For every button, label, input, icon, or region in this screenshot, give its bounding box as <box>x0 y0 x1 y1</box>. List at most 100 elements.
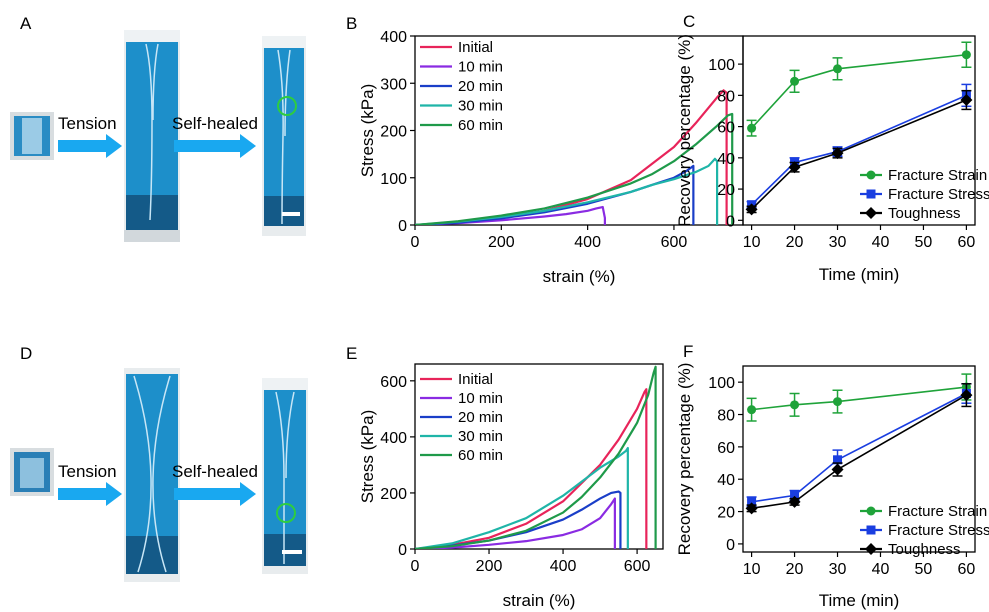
y-tick-label: 100 <box>380 171 407 188</box>
data-point <box>960 94 973 107</box>
data-point <box>961 50 971 60</box>
legend: Initial 10 min 20 min 30 min 60 min <box>420 371 503 464</box>
photo-d-healed <box>262 378 308 574</box>
legend-marker <box>865 543 877 555</box>
series-line <box>415 112 734 225</box>
panel-letter-d: D <box>20 344 33 363</box>
legend-label: Fracture Stress <box>888 186 989 203</box>
x-axis-label: Time (min) <box>819 265 900 284</box>
chart-c: 10 20 30 40 50 60 0 20 40 60 80 100 Time (min) Recove… <box>675 34 989 284</box>
data-point <box>788 495 801 508</box>
arrow-selfhealed-d <box>174 482 256 506</box>
legend-label: Initial <box>458 371 493 388</box>
panel-letter-e: E <box>346 344 358 363</box>
x-tick-label: 40 <box>872 561 890 578</box>
legend-label: 20 min <box>458 409 503 426</box>
y-axis-label: Stress (kPa) <box>358 410 377 504</box>
data-point <box>960 389 973 402</box>
photo-a-healed <box>262 36 306 236</box>
legend-label: Fracture Stress <box>888 522 989 539</box>
x-tick-label: 0 <box>411 558 420 575</box>
data-point <box>831 147 844 160</box>
panel-letter-c: C <box>683 12 696 31</box>
y-axis-label: Recovery percentage (%) <box>675 363 694 556</box>
legend-label: 60 min <box>458 117 503 134</box>
y-tick-label: 80 <box>717 88 735 105</box>
chart-e: 0 200 400 600 0 200 400 600 strain (%) Stress (kP… <box>358 363 664 610</box>
y-axis-label: Stress (kPa) <box>358 84 377 178</box>
plot-frame <box>414 363 664 550</box>
legend-marker <box>866 170 876 180</box>
x-tick-label: 20 <box>786 234 804 251</box>
arrow-tension-d <box>58 482 122 506</box>
data-point <box>747 497 757 507</box>
healed-region-circle <box>277 96 297 116</box>
y-tick-label: 200 <box>380 486 407 503</box>
y-tick-label: 40 <box>717 472 735 489</box>
legend-label: Fracture Strain <box>888 167 987 184</box>
legend-label: Fracture Strain <box>888 503 987 520</box>
y-tick-label: 100 <box>708 375 735 392</box>
series-line <box>415 388 648 549</box>
x-tick-label: 0 <box>411 234 420 251</box>
y-tick-label: 60 <box>717 440 735 457</box>
y-tick-label: 200 <box>380 124 407 141</box>
data-point <box>831 463 844 476</box>
data-point <box>788 161 801 174</box>
photo-a-initial <box>10 112 54 160</box>
y-tick-label: 300 <box>380 76 407 93</box>
legend-label: 10 min <box>458 390 503 407</box>
x-tick-label: 400 <box>550 558 577 575</box>
data-point <box>745 203 758 216</box>
legend-label: Initial <box>458 39 493 56</box>
y-tick-label: 0 <box>398 218 407 235</box>
healed-region-circle <box>276 503 296 523</box>
series-line <box>751 392 967 503</box>
series-line <box>415 157 719 225</box>
data-point <box>790 490 800 500</box>
legend-label: 30 min <box>458 428 503 445</box>
photo-d-stretched <box>124 368 180 582</box>
data-point <box>745 502 758 515</box>
legend-marker <box>865 207 877 219</box>
legend: Fracture Strain Fracture Stress Toughness <box>860 167 989 222</box>
panel-letter-f: F <box>683 342 694 361</box>
x-tick-label: 10 <box>743 561 761 578</box>
x-tick-label: 200 <box>488 234 515 251</box>
legend-label: 30 min <box>458 98 503 115</box>
x-tick-label: 40 <box>872 234 890 251</box>
data-point <box>747 405 757 415</box>
data-point <box>790 76 800 86</box>
photo-d-initial <box>10 448 54 496</box>
x-tick-label: 600 <box>624 558 651 575</box>
series-line <box>751 99 967 210</box>
y-tick-label: 20 <box>717 182 735 199</box>
x-tick-label: 400 <box>574 234 601 251</box>
series-line <box>415 205 606 225</box>
y-axis-label: Recovery percentage (%) <box>675 34 694 227</box>
x-tick-label: 200 <box>476 558 503 575</box>
y-tick-label: 600 <box>380 374 407 391</box>
x-tick-label: 10 <box>743 234 761 251</box>
legend-marker <box>866 189 876 199</box>
series-line <box>751 53 967 129</box>
label-tension-d: Tension <box>58 462 117 481</box>
data-point <box>747 123 757 133</box>
chart-f: 10 20 30 40 50 60 0 20 40 60 80 100 Time (min) Recove… <box>675 363 989 610</box>
legend-label: 60 min <box>458 447 503 464</box>
plot-frame <box>742 365 976 553</box>
y-tick-label: 80 <box>717 408 735 425</box>
plot-frame <box>742 35 976 226</box>
legend-label: Toughness <box>888 205 961 222</box>
arrow-tension-a <box>58 134 122 158</box>
x-axis-label: Time (min) <box>819 591 900 610</box>
y-tick-label: 100 <box>708 57 735 74</box>
legend-label: 10 min <box>458 59 503 76</box>
x-axis-label: strain (%) <box>543 267 616 286</box>
x-tick-label: 60 <box>958 234 976 251</box>
x-tick-label: 50 <box>915 561 933 578</box>
label-tension-a: Tension <box>58 114 117 133</box>
series-line <box>415 497 616 549</box>
